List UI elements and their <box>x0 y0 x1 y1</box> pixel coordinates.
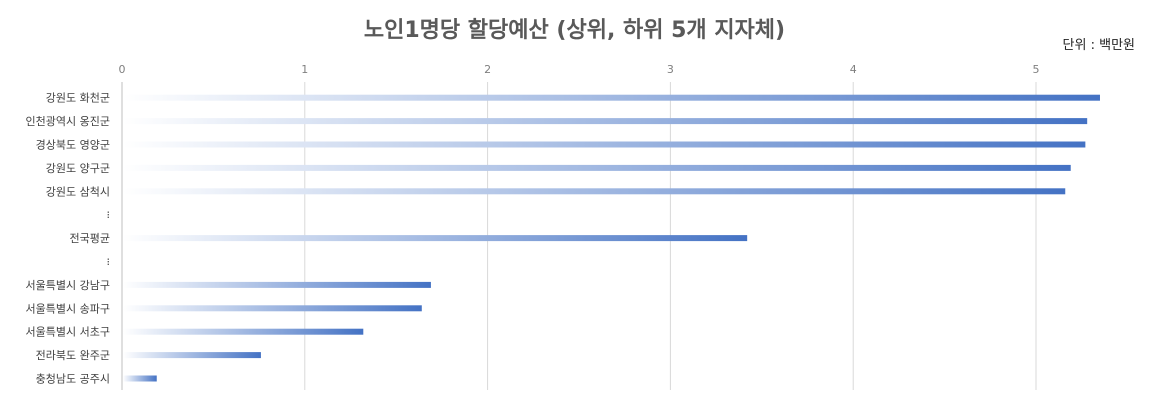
category-label: 전국평균 <box>70 232 110 245</box>
bar <box>123 164 1071 171</box>
bar <box>123 352 261 359</box>
category-label: 강원도 양구군 <box>46 162 110 175</box>
category-label: ⁝ <box>107 209 111 222</box>
bar <box>123 118 1088 125</box>
bar <box>123 188 1066 195</box>
category-label: 서울특별시 서초구 <box>26 326 110 339</box>
x-tick-label: 1 <box>301 63 308 76</box>
bar <box>123 305 422 312</box>
category-label: 서울특별시 송파구 <box>26 302 110 315</box>
category-label: 전라북도 완주군 <box>36 349 110 362</box>
bar <box>123 235 748 242</box>
bar <box>123 94 1100 101</box>
x-tick-label: 0 <box>119 63 126 76</box>
bar <box>123 141 1086 148</box>
x-tick-label: 4 <box>850 63 857 76</box>
category-label: 충청남도 공주시 <box>36 373 110 386</box>
bar <box>123 281 431 288</box>
x-tick-label: 2 <box>484 63 491 76</box>
category-label: ⁝ <box>107 256 111 269</box>
category-label: 강원도 삼척시 <box>46 185 110 198</box>
x-tick-label: 3 <box>667 63 674 76</box>
category-label: 강원도 화천군 <box>46 91 110 105</box>
bar <box>123 375 157 382</box>
chart-title: 노인1명당 할당예산 (상위, 하위 5개 지자체) <box>363 18 786 43</box>
bar <box>123 328 364 335</box>
category-label: 인천광역시 옹진군 <box>26 114 110 128</box>
unit-label: 단위 : 백만원 <box>1062 38 1135 53</box>
x-tick-label: 5 <box>1033 63 1040 76</box>
category-label: 경상북도 영양군 <box>36 139 110 152</box>
category-label: 서울특별시 강남구 <box>26 279 110 292</box>
